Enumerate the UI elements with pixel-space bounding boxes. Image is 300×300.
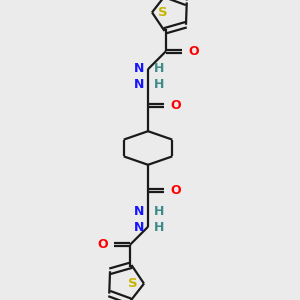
Text: O: O <box>170 184 181 197</box>
Text: H: H <box>154 205 164 218</box>
Text: O: O <box>188 45 199 58</box>
Text: S: S <box>128 277 138 290</box>
Text: O: O <box>98 238 108 251</box>
Text: N: N <box>134 62 144 75</box>
Text: N: N <box>134 221 144 234</box>
Text: H: H <box>154 221 164 234</box>
Text: S: S <box>158 6 168 19</box>
Text: H: H <box>154 78 164 91</box>
Text: N: N <box>134 78 144 91</box>
Text: H: H <box>154 62 164 75</box>
Text: N: N <box>134 205 144 218</box>
Text: O: O <box>170 99 181 112</box>
